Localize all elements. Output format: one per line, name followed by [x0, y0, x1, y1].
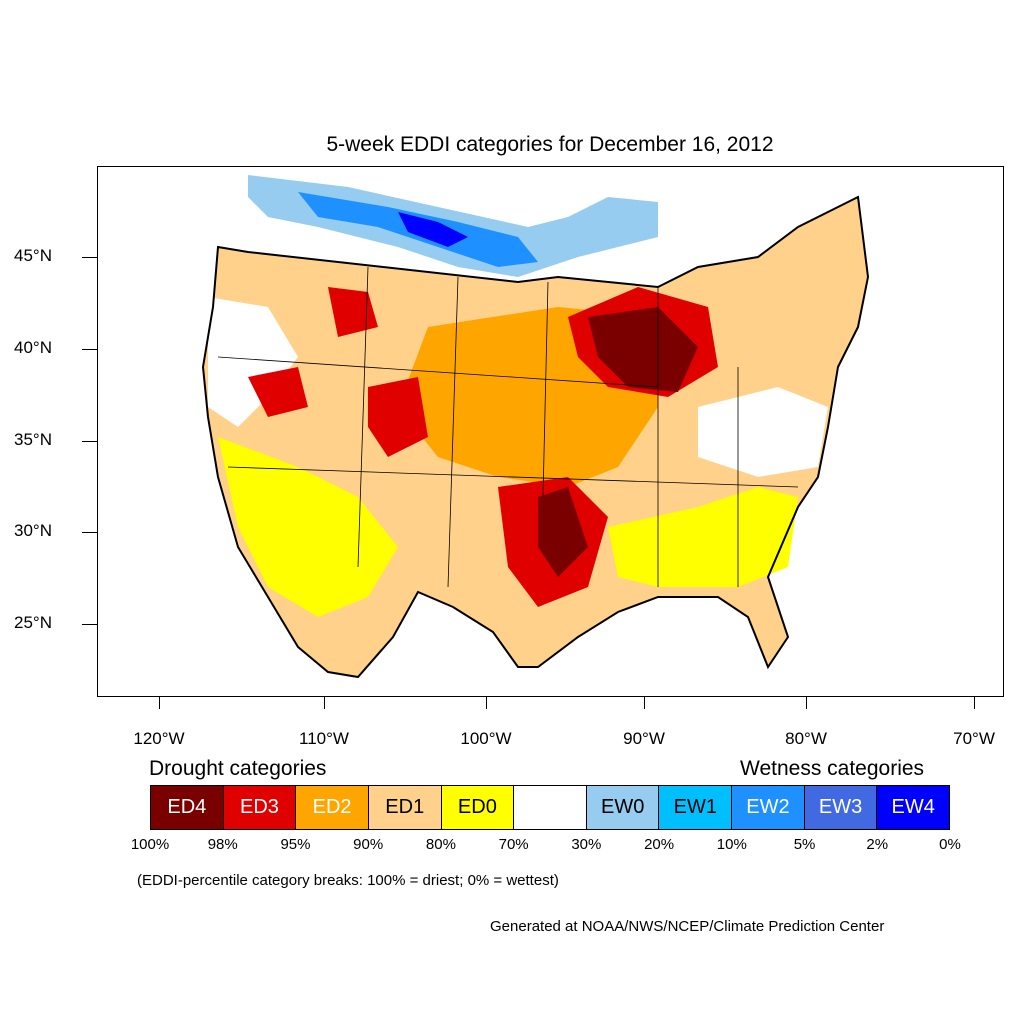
percentile-label: 95% — [280, 836, 311, 853]
neutral-region-east — [698, 387, 828, 477]
percentile-label: 70% — [498, 836, 529, 853]
percentile-label: 0% — [939, 836, 961, 853]
lat-label-35: 35°N — [14, 430, 52, 449]
percentile-label: 20% — [644, 836, 675, 853]
lon-label-80: 80°W — [785, 729, 827, 748]
percentile-label: 80% — [425, 836, 456, 853]
percentile-label: 100% — [130, 836, 170, 853]
lat-tick-25 — [82, 624, 97, 625]
map-panel — [97, 166, 1004, 697]
map-title: 5-week EDDI categories for December 16, … — [326, 133, 774, 156]
lon-tick-70 — [974, 697, 975, 709]
ed0-region-southeast — [608, 487, 798, 587]
lat-label-25: 25°N — [14, 613, 52, 632]
breaks-note: (EDDI-percentile category breaks: 100% =… — [137, 872, 559, 889]
lon-tick-120 — [159, 697, 160, 709]
percentile-label: 30% — [571, 836, 602, 853]
drought-heading: Drought categories — [149, 757, 327, 780]
lon-label-120: 120°W — [133, 729, 185, 748]
eddi-map — [201, 175, 870, 679]
percentile-label: 2% — [866, 836, 889, 853]
legend-swatch-ew4: EW4 — [877, 786, 950, 829]
lat-label-40: 40°N — [14, 338, 52, 357]
category-legend: ED4 ED3 ED2 ED1 ED0 EW0 EW1 EW2 EW3 EW4 — [150, 785, 950, 830]
legend-swatch-ew1: EW1 — [659, 786, 733, 829]
ed3-region-greatbasin — [248, 367, 308, 417]
legend-swatch-ed4: ED4 — [151, 786, 224, 829]
lon-label-90: 90°W — [623, 729, 665, 748]
percentile-label: 98% — [207, 836, 238, 853]
lat-tick-30 — [82, 532, 97, 533]
percentile-label: 90% — [353, 836, 384, 853]
lat-tick-35 — [82, 441, 97, 442]
ed0-region-southwest — [218, 437, 398, 617]
wetness-heading: Wetness categories — [740, 757, 925, 780]
lon-tick-80 — [806, 697, 807, 709]
lat-label-45: 45°N — [14, 246, 52, 265]
ed3-region-rockies — [368, 377, 428, 457]
legend-swatch-neutral — [514, 786, 587, 829]
lon-tick-90 — [644, 697, 645, 709]
ed4-region-oklahoma — [538, 487, 588, 577]
lon-label-100: 100°W — [460, 729, 512, 748]
legend-swatch-ed3: ED3 — [223, 786, 297, 829]
lat-tick-45 — [82, 257, 97, 258]
lon-label-70: 70°W — [953, 729, 995, 748]
lon-label-110: 110°W — [299, 729, 349, 748]
legend-swatch-ed1: ED1 — [368, 786, 442, 829]
lat-tick-40 — [82, 349, 97, 350]
percentile-label: 5% — [793, 836, 816, 853]
legend-swatch-ew3: EW3 — [804, 786, 878, 829]
lon-tick-110 — [324, 697, 325, 709]
percentile-label: 10% — [716, 836, 747, 853]
neutral-region-west — [208, 297, 298, 427]
credit-line: Generated at NOAA/NWS/NCEP/Climate Predi… — [490, 918, 885, 935]
ed3-region-idaho — [328, 287, 378, 337]
wet-extreme-north — [398, 212, 468, 247]
lon-tick-100 — [486, 697, 487, 709]
coastline — [201, 195, 870, 679]
legend-swatch-ew0: EW0 — [586, 786, 660, 829]
legend-swatch-ew2: EW2 — [732, 786, 805, 829]
ed4-region-wisconsin — [588, 307, 698, 392]
legend-swatch-ed0: ED0 — [441, 786, 515, 829]
lat-label-30: 30°N — [14, 521, 52, 540]
legend-swatch-ed2: ED2 — [296, 786, 369, 829]
